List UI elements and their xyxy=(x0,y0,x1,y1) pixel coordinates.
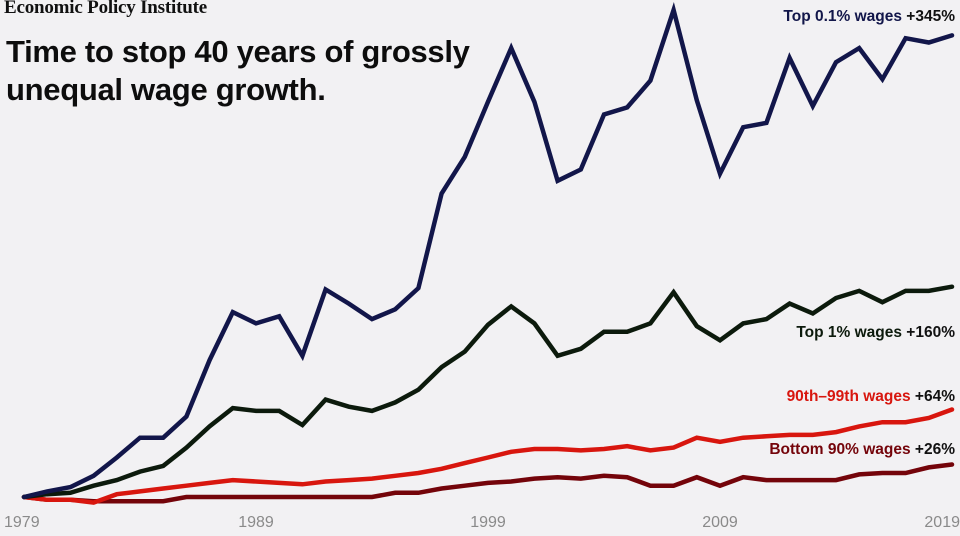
x-tick-label-1999: 1999 xyxy=(470,514,506,531)
series-name-bottom-90-wages: Bottom 90% wages xyxy=(769,441,915,458)
series-change-bottom-90-wages: +26% xyxy=(915,441,955,458)
series-change-top-1-wages: +160% xyxy=(906,324,955,341)
series-line-bottom-90-wages xyxy=(21,462,955,504)
x-tick-label-1989: 1989 xyxy=(238,514,274,531)
organization-name: Economic Policy Institute xyxy=(4,0,207,18)
x-tick-label-2019: 2019 xyxy=(924,514,960,531)
series-name-top-1-wages: Top 1% wages xyxy=(796,324,906,341)
x-tick-label-1979: 1979 xyxy=(4,514,40,531)
series-change-top-0-1-wages: +345% xyxy=(906,8,955,25)
series-line-90th-99th-wages xyxy=(21,407,955,505)
series-label-90th-99th-wages: 90th–99th wages +64% xyxy=(787,388,956,405)
series-name-90th-99th-wages: 90th–99th wages xyxy=(787,388,915,405)
x-tick-label-2009: 2009 xyxy=(702,514,738,531)
series-name-top-0-1-wages: Top 0.1% wages xyxy=(783,8,906,25)
chart-title: Time to stop 40 years of grossly unequal… xyxy=(6,34,470,107)
series-label-top-1-wages: Top 1% wages +160% xyxy=(796,324,955,341)
series-line-top-1-wages xyxy=(21,284,955,500)
series-label-bottom-90-wages: Bottom 90% wages +26% xyxy=(769,441,955,458)
series-line-top-0-1-wages xyxy=(21,1,955,500)
series-change-90th-99th-wages: +64% xyxy=(915,388,955,405)
series-label-top-0-1-wages: Top 0.1% wages +345% xyxy=(783,8,955,25)
